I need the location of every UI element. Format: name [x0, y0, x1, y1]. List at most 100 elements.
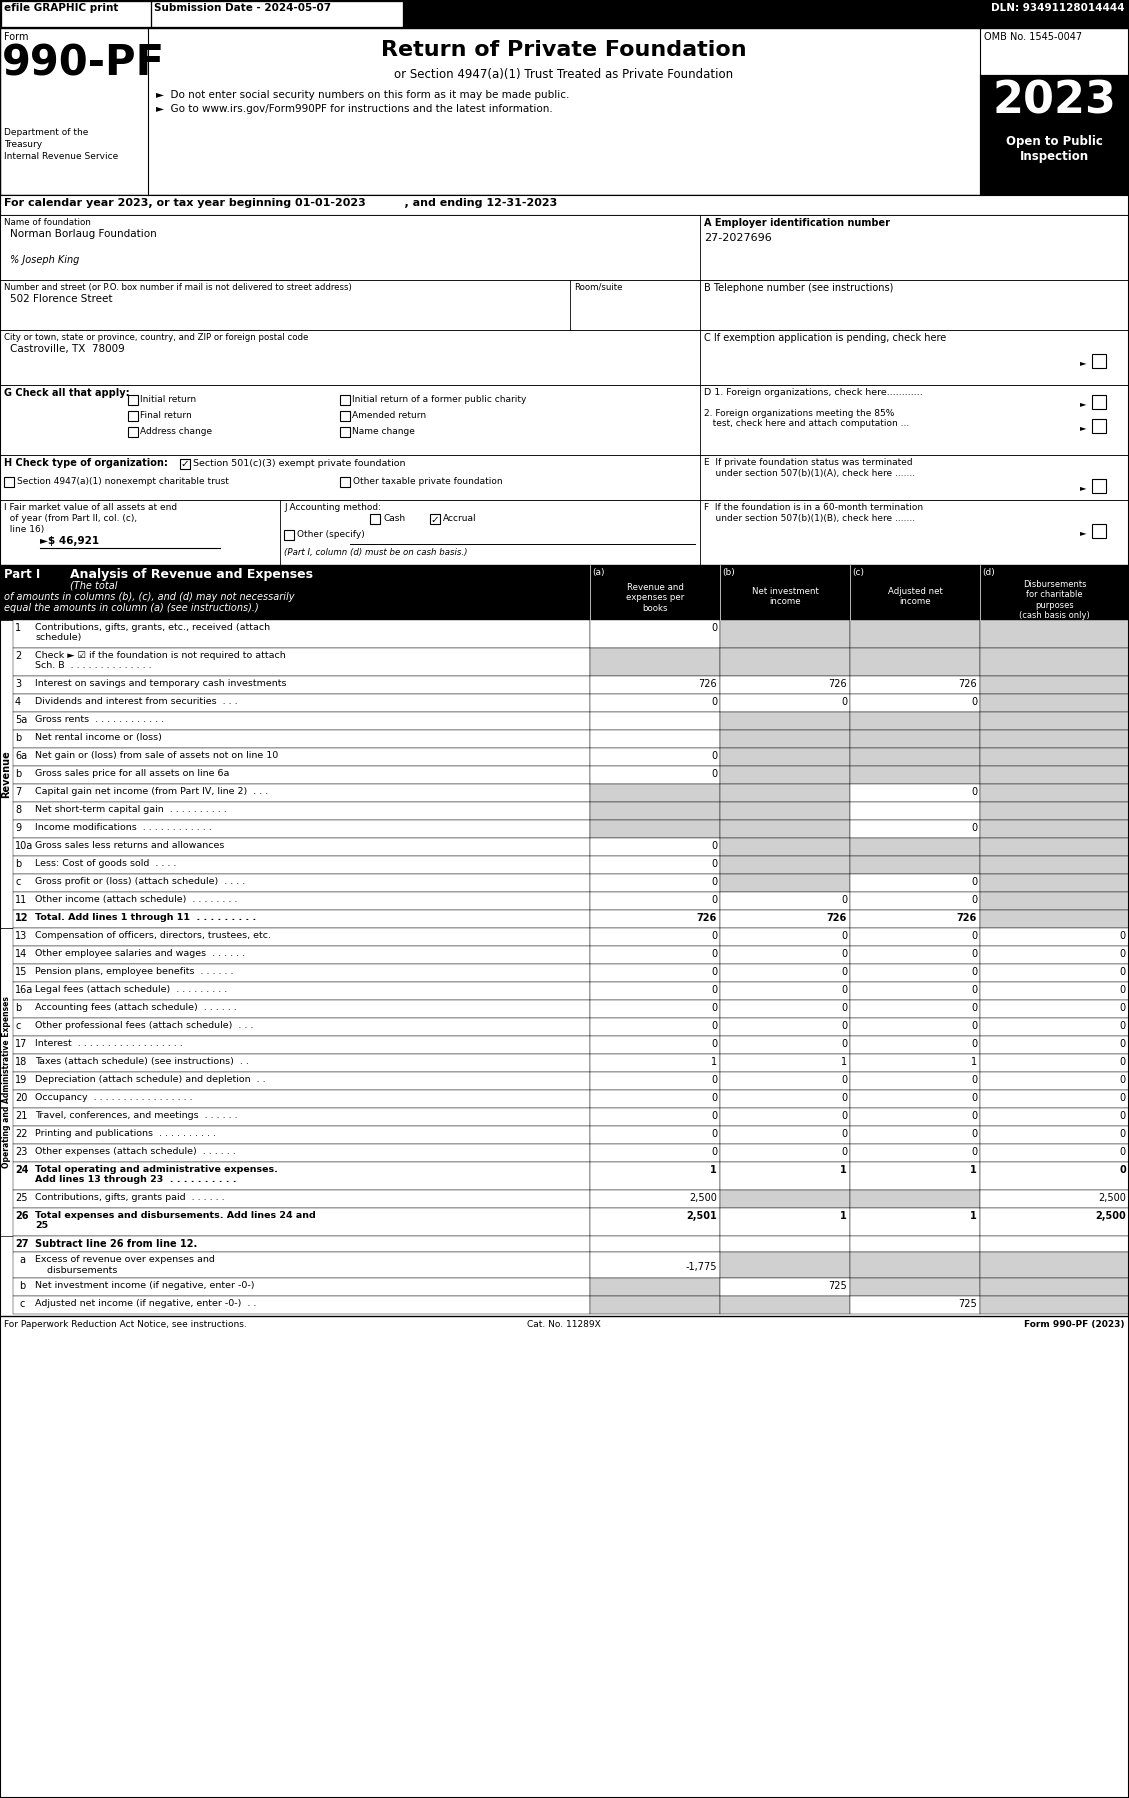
Text: 0: 0: [971, 698, 977, 707]
Text: Net rental income or (loss): Net rental income or (loss): [35, 734, 161, 743]
Text: disbursements: disbursements: [35, 1266, 117, 1275]
Bar: [14, 856, 590, 874]
Bar: [14, 1251, 590, 1278]
Text: 5a: 5a: [15, 716, 27, 725]
Bar: [14, 694, 590, 712]
Text: 726: 726: [959, 680, 977, 689]
Text: ►  Do not enter social security numbers on this form as it may be made public.: ► Do not enter social security numbers o…: [156, 90, 569, 101]
Bar: [590, 928, 720, 946]
Bar: [720, 1278, 850, 1296]
Bar: [850, 1000, 980, 1018]
Bar: [0, 385, 1129, 455]
Bar: [14, 1108, 590, 1126]
Bar: [590, 982, 720, 1000]
Bar: [720, 838, 850, 856]
Text: Gross rents  . . . . . . . . . . . .: Gross rents . . . . . . . . . . . .: [35, 716, 164, 725]
Text: Total expenses and disbursements. Add lines 24 and
25: Total expenses and disbursements. Add li…: [35, 1212, 316, 1230]
Bar: [0, 620, 14, 928]
Bar: [14, 1162, 590, 1190]
Text: 1: 1: [840, 1165, 847, 1176]
Text: (a): (a): [592, 568, 604, 577]
Bar: [590, 802, 720, 820]
Text: For calendar year 2023, or tax year beginning 01-01-2023          , and ending 1: For calendar year 2023, or tax year begi…: [5, 198, 558, 209]
Bar: [590, 766, 720, 784]
Text: line 16): line 16): [5, 525, 44, 534]
Text: Accrual: Accrual: [443, 514, 476, 523]
Bar: [720, 1251, 850, 1278]
Text: 0: 0: [711, 931, 717, 940]
Text: 726: 726: [699, 680, 717, 689]
Text: ►  Go to www.irs.gov/Form990PF for instructions and the latest information.: ► Go to www.irs.gov/Form990PF for instru…: [156, 104, 553, 113]
Bar: [720, 1018, 850, 1036]
Bar: [14, 802, 590, 820]
Text: Norman Borlaug Foundation: Norman Borlaug Foundation: [10, 228, 157, 239]
Text: 0: 0: [1120, 949, 1126, 958]
Bar: [720, 820, 850, 838]
Text: Check ► ☑ if the foundation is not required to attach
Sch. B  . . . . . . . . . : Check ► ☑ if the foundation is not requi…: [35, 651, 286, 671]
Bar: [590, 730, 720, 748]
Text: 0: 0: [971, 1093, 977, 1102]
Bar: [590, 1072, 720, 1090]
Text: Analysis of Revenue and Expenses: Analysis of Revenue and Expenses: [70, 568, 313, 581]
Text: 0: 0: [841, 949, 847, 958]
Text: ►: ►: [1080, 529, 1086, 538]
Bar: [720, 1108, 850, 1126]
Text: 26: 26: [15, 1212, 28, 1221]
Text: 23: 23: [15, 1147, 27, 1156]
Bar: [850, 838, 980, 856]
Bar: [980, 1036, 1129, 1054]
Bar: [720, 982, 850, 1000]
Text: 15: 15: [15, 967, 27, 976]
Text: 0: 0: [1120, 1003, 1126, 1012]
Bar: [14, 620, 590, 647]
Text: 16a: 16a: [15, 985, 33, 994]
Text: Gross sales price for all assets on line 6a: Gross sales price for all assets on line…: [35, 770, 229, 779]
Text: 0: 0: [711, 752, 717, 761]
Text: 0: 0: [841, 1129, 847, 1138]
Text: Open to Public: Open to Public: [1006, 135, 1103, 147]
Bar: [1092, 478, 1106, 493]
Text: 726: 726: [956, 913, 977, 922]
Bar: [0, 216, 1129, 280]
Bar: [590, 946, 720, 964]
Text: 0: 0: [711, 949, 717, 958]
Bar: [590, 1000, 720, 1018]
Bar: [0, 928, 14, 1235]
Text: 0: 0: [841, 1021, 847, 1030]
Text: test, check here and attach computation ...: test, check here and attach computation …: [704, 419, 909, 428]
Text: Net investment
income: Net investment income: [752, 586, 819, 606]
Text: Occupancy  . . . . . . . . . . . . . . . . .: Occupancy . . . . . . . . . . . . . . . …: [35, 1093, 193, 1102]
Bar: [720, 730, 850, 748]
Text: Other taxable private foundation: Other taxable private foundation: [353, 476, 502, 485]
Bar: [980, 1054, 1129, 1072]
Bar: [980, 910, 1129, 928]
Text: Return of Private Foundation: Return of Private Foundation: [382, 40, 746, 59]
Text: 0: 0: [711, 1093, 717, 1102]
Text: 0: 0: [841, 1093, 847, 1102]
Bar: [720, 1036, 850, 1054]
Text: -1,775: -1,775: [685, 1262, 717, 1271]
Bar: [850, 820, 980, 838]
Text: b: b: [15, 1003, 21, 1012]
Bar: [850, 1090, 980, 1108]
Text: 0: 0: [971, 949, 977, 958]
Text: Less: Cost of goods sold  . . . .: Less: Cost of goods sold . . . .: [35, 859, 176, 868]
Text: 0: 0: [971, 1039, 977, 1048]
Text: 0: 0: [841, 895, 847, 904]
Text: Adjusted net income (if negative, enter -0-)  . .: Adjusted net income (if negative, enter …: [35, 1298, 256, 1307]
Text: 3: 3: [15, 680, 21, 689]
Text: Name of foundation: Name of foundation: [5, 218, 90, 227]
Text: 19: 19: [15, 1075, 27, 1084]
Bar: [980, 1000, 1129, 1018]
Bar: [980, 1296, 1129, 1314]
Text: 17: 17: [15, 1039, 27, 1048]
Bar: [590, 874, 720, 892]
Text: 0: 0: [1120, 1147, 1126, 1156]
Bar: [850, 676, 980, 694]
Text: I Fair market value of all assets at end: I Fair market value of all assets at end: [5, 503, 177, 512]
Bar: [720, 1235, 850, 1251]
Text: ✓: ✓: [181, 460, 190, 469]
Text: Other expenses (attach schedule)  . . . . . .: Other expenses (attach schedule) . . . .…: [35, 1147, 236, 1156]
Text: 1: 1: [970, 1165, 977, 1176]
Text: 0: 0: [1119, 1165, 1126, 1176]
